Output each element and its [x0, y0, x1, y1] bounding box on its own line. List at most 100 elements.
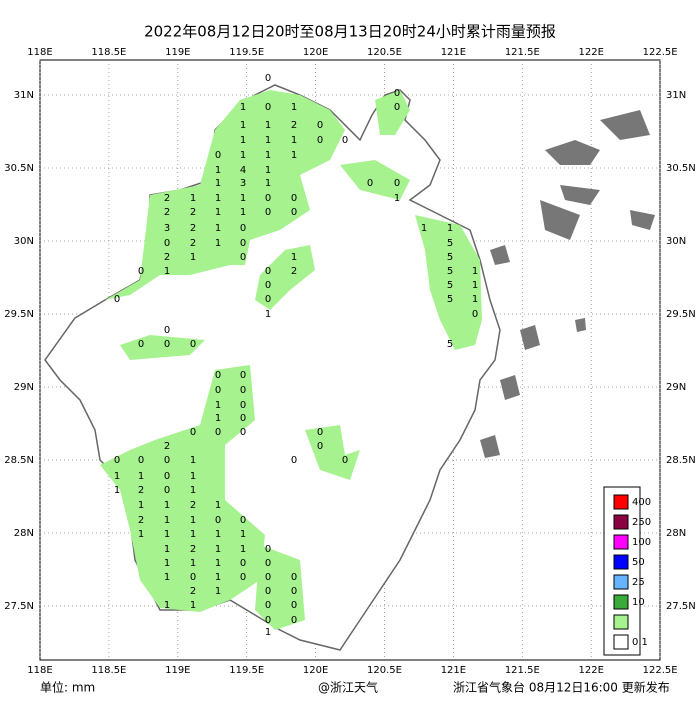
legend-label: 10: [632, 597, 645, 608]
station-value: 1: [215, 400, 221, 411]
station-value: 5: [447, 280, 453, 291]
station-value: 0: [240, 413, 246, 424]
station-value: 1: [291, 102, 297, 113]
station-value: 1: [215, 165, 221, 176]
station-value: 1: [114, 485, 120, 496]
station-value: 0: [240, 558, 246, 569]
station-value: 1: [190, 471, 196, 482]
station-value: 2: [164, 193, 170, 204]
station-value: 0: [190, 427, 196, 438]
lon-label: 122E: [578, 665, 603, 676]
lat-label: 28.5N: [4, 455, 34, 466]
station-value: 0: [265, 600, 271, 611]
lat-label: 28.5N: [666, 455, 696, 466]
station-value: 0: [114, 455, 120, 466]
rain-areas: [100, 90, 482, 630]
station-value: 0: [265, 280, 271, 291]
station-value: 2: [190, 223, 196, 234]
station-value: 0: [240, 238, 246, 249]
station-value: 0: [291, 193, 297, 204]
legend-frame: [603, 486, 641, 656]
lat-label: 27.5N: [666, 601, 696, 612]
lat-label: 29N: [666, 382, 686, 393]
legend-label: 400: [632, 497, 651, 508]
station-value: 0: [138, 266, 144, 277]
station-value: 0: [265, 193, 271, 204]
station-value: 1: [265, 178, 271, 189]
station-value: 1: [190, 515, 196, 526]
legend-label: 100: [632, 537, 651, 548]
title: 2022年08月12日20时至08月13日20时24小时累计雨量预报: [144, 23, 556, 41]
station-value: 1: [240, 150, 246, 161]
station-value: 1: [164, 558, 170, 569]
station-value: 0: [164, 238, 170, 249]
legend-swatch: [613, 554, 629, 570]
station-value: 0: [317, 441, 323, 452]
lon-label: 120E: [303, 47, 328, 58]
station-value: 1: [215, 223, 221, 234]
lat-label: 27.5N: [4, 601, 34, 612]
station-value: 1: [394, 193, 400, 204]
station-value: 1: [190, 600, 196, 611]
station-value: 0: [164, 325, 170, 336]
station-value: 1: [472, 266, 478, 277]
lat-label: 29N: [14, 382, 34, 393]
station-value: 0: [291, 207, 297, 218]
station-value: 0: [215, 150, 221, 161]
legend-swatch: [613, 514, 629, 530]
station-value: 0: [114, 294, 120, 305]
station-value: 4: [240, 165, 246, 176]
station-value: 2: [291, 120, 297, 131]
station-value: 2: [291, 266, 297, 277]
station-value: 1: [164, 544, 170, 555]
station-value: 1: [291, 135, 297, 146]
station-value: 0: [265, 73, 271, 84]
station-value: 1: [447, 223, 453, 234]
station-value: 1: [215, 413, 221, 424]
lon-label: 121.5E: [505, 665, 540, 676]
station-value: 2: [190, 500, 196, 511]
station-value: 5: [447, 252, 453, 263]
lon-label: 119.5E: [229, 665, 264, 676]
islands: [480, 110, 655, 458]
lon-label: 119E: [165, 47, 190, 58]
station-value: 1: [190, 455, 196, 466]
station-value: 0: [394, 178, 400, 189]
station-value: 1: [265, 120, 271, 131]
station-value: 0: [317, 427, 323, 438]
station-value: 0: [317, 120, 323, 131]
station-value: 0: [265, 572, 271, 583]
station-value: 0: [240, 370, 246, 381]
station-value: 1: [215, 529, 221, 540]
station-value: 5: [447, 294, 453, 305]
station-value: 2: [190, 586, 196, 597]
station-value: 3: [240, 178, 246, 189]
station-value: 0: [240, 252, 246, 263]
station-value: 0: [265, 544, 271, 555]
station-value: 1: [472, 280, 478, 291]
station-value: 0: [240, 515, 246, 526]
lon-label: 121.5E: [505, 47, 540, 58]
station-value: 1: [240, 120, 246, 131]
legend-swatch: [613, 594, 629, 610]
station-value: 0: [317, 135, 323, 146]
station-value: 1: [215, 178, 221, 189]
station-value: 0: [164, 471, 170, 482]
station-value: 0: [291, 455, 297, 466]
station-value: 1: [291, 252, 297, 263]
station-value: 0: [265, 207, 271, 218]
station-value: 1: [215, 238, 221, 249]
lon-label: 118E: [27, 47, 52, 58]
legend: 400 250 100 50 25 10 0.1: [613, 494, 651, 648]
station-value: 1: [190, 193, 196, 204]
station-value: 1: [114, 471, 120, 482]
lat-label: 30.5N: [666, 163, 696, 174]
footer: 浙江省气象台 08月12日16:00 更新发布: [453, 680, 670, 695]
lat-label: 31N: [14, 90, 34, 101]
station-value: 0: [240, 385, 246, 396]
lon-label: 120.5E: [367, 47, 402, 58]
station-value: 1: [291, 150, 297, 161]
station-value: 1: [215, 544, 221, 555]
station-value: 1: [215, 500, 221, 511]
station-value: 1: [215, 572, 221, 583]
